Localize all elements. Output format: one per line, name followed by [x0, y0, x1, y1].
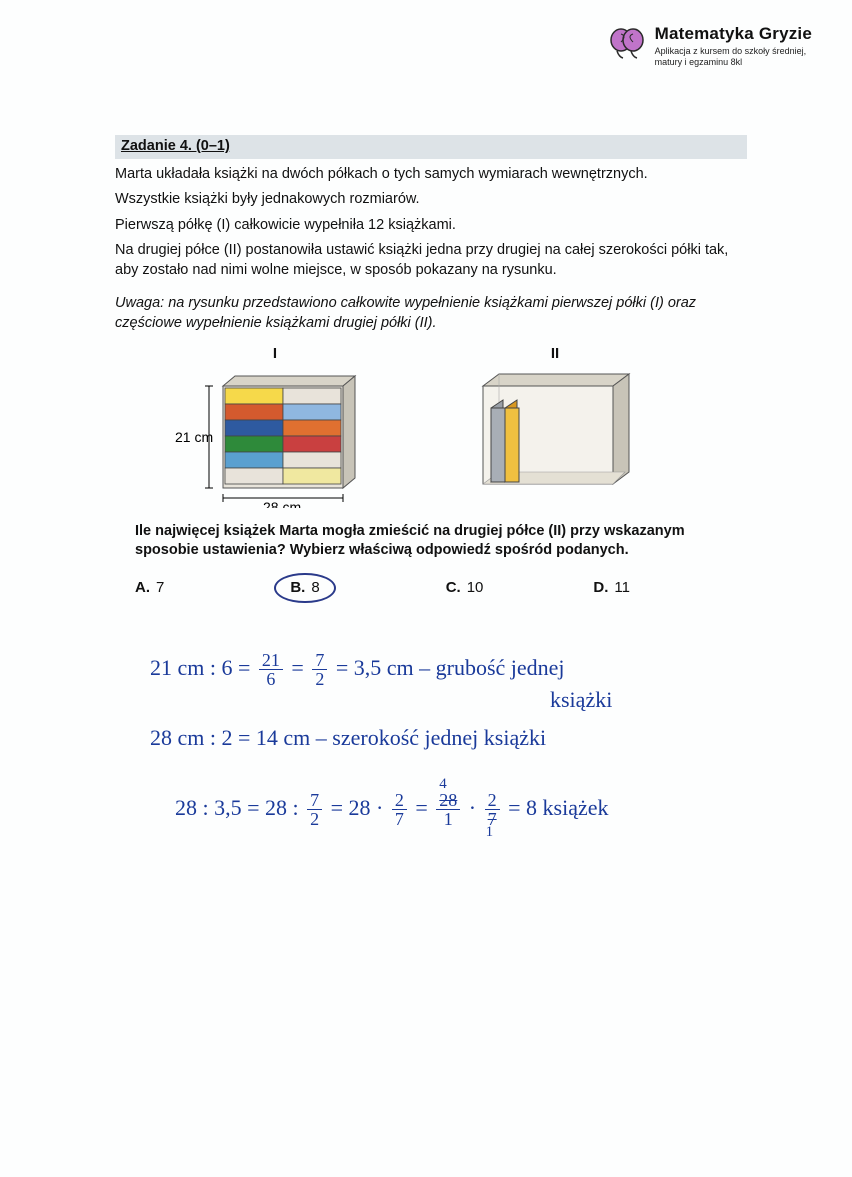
page: Matematyka Gryzie Aplikacja z kursem do …	[0, 0, 852, 1177]
hw3-a: 28 : 3,5 = 28 :	[175, 795, 304, 820]
answer-b-value: 8	[311, 578, 319, 598]
answers-row: A. 7 B. 8 C. 10 D. 11	[135, 573, 747, 603]
hw2: 28 cm : 2 = 14 cm – szerokość jednej ksi…	[150, 725, 546, 750]
height-label: 21 cm	[175, 429, 213, 445]
task-p3b: książkami.	[384, 217, 456, 233]
task-note: Uwaga: na rysunku przedstawiono całkowit…	[115, 294, 747, 333]
brand-title: Matematyka Gryzie	[655, 24, 812, 44]
answer-b[interactable]: B. 8	[274, 573, 335, 603]
hw1-d: książki	[550, 682, 612, 717]
task-p3a: Pierwszą półkę (I) całkowicie wypełniła	[115, 217, 368, 233]
answer-d-value: 11	[614, 578, 630, 598]
task-p3: Pierwszą półkę (I) całkowicie wypełniła …	[115, 216, 747, 236]
shelf2-svg	[465, 368, 645, 508]
answer-a-value: 7	[156, 578, 164, 598]
fig2-label: II	[551, 344, 559, 364]
hw1-frac1: 216	[259, 651, 283, 688]
answer-c-value: 10	[467, 578, 484, 598]
hw3-anno-bot: 1	[486, 820, 494, 844]
handwriting-line2: 28 cm : 2 = 14 cm – szerokość jednej ksi…	[150, 720, 546, 755]
hw1-a: 21 cm : 6 =	[150, 655, 256, 680]
shelf1-svg: 21 cm 28 cm	[175, 368, 375, 508]
brand-subtitle: Aplikacja z kursem do szkoły średniej, m…	[655, 46, 812, 69]
hw3-frac2: 27	[392, 791, 407, 828]
hw3-d: = 8 książek	[508, 795, 608, 820]
figure-1: I	[175, 344, 375, 508]
fig1-label: I	[273, 344, 277, 364]
figures-row: I	[175, 344, 747, 508]
task-question: Ile najwięcej książek Marta mogła zmieśc…	[135, 522, 747, 561]
answer-c-letter: C.	[446, 578, 461, 598]
answer-a[interactable]: A. 7	[135, 573, 164, 603]
task-p3-num: 12	[368, 217, 384, 233]
hw3-b: = 28 ·	[331, 795, 389, 820]
task-header: Zadanie 4. (0–1)	[115, 135, 747, 159]
handwriting-line1: 21 cm : 6 = 216 = 72 = 3,5 cm – grubość …	[150, 650, 612, 718]
task-p2: Wszystkie książki były jednakowych rozmi…	[115, 190, 747, 210]
hw1-b: =	[291, 655, 309, 680]
task-p1: Marta układała książki na dwóch półkach …	[115, 165, 747, 185]
brain-icon	[607, 24, 647, 60]
hw3-frac3: 281	[436, 791, 460, 828]
handwriting-line3: 28 : 3,5 = 28 : 72 = 28 · 27 = 4 281 · 2…	[175, 790, 609, 828]
answer-c[interactable]: C. 10	[446, 573, 484, 603]
hw3-anno-top: 4	[439, 772, 447, 796]
figure-2: II	[465, 344, 645, 508]
hw3-dot: ·	[469, 795, 482, 820]
answer-d[interactable]: D. 11	[593, 573, 630, 603]
hw3-frac1: 72	[307, 791, 322, 828]
hw1-frac2: 72	[312, 651, 327, 688]
answer-b-letter: B.	[290, 578, 305, 598]
hw1-c: = 3,5 cm – grubość jednej	[336, 655, 565, 680]
task-p4: Na drugiej półce (II) postanowiła ustawi…	[115, 241, 747, 280]
answer-d-letter: D.	[593, 578, 608, 598]
task-content: Zadanie 4. (0–1) Marta układała książki …	[115, 135, 747, 603]
hw3-c: =	[415, 795, 433, 820]
width-label: 28 cm	[263, 499, 301, 508]
answer-a-letter: A.	[135, 578, 150, 598]
brand-block: Matematyka Gryzie Aplikacja z kursem do …	[607, 24, 812, 69]
